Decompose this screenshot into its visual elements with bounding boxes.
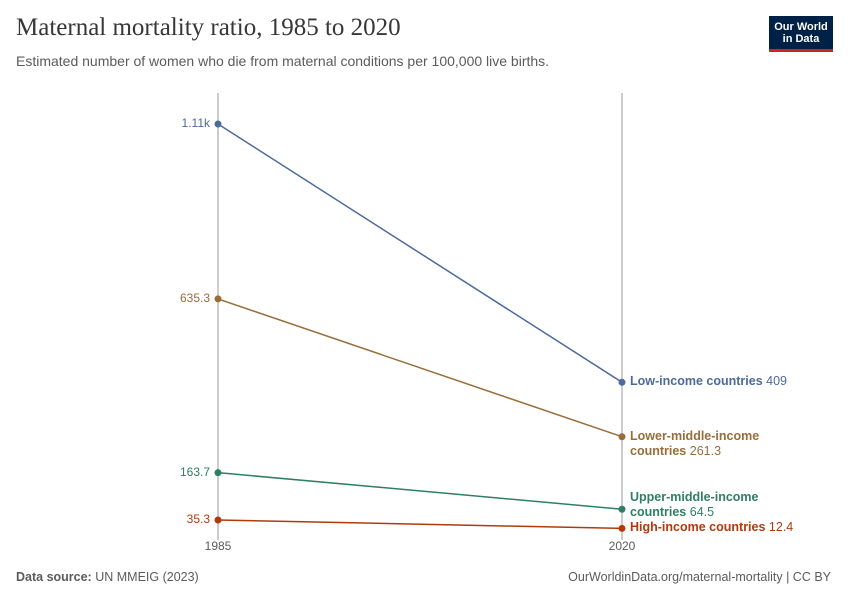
- end-value-label: 261.3: [689, 443, 722, 458]
- data-point: [618, 505, 626, 513]
- logo-text[interactable]: in Data: [782, 33, 820, 45]
- source: Data source: UN MMEIG (2023): [16, 570, 199, 584]
- series-label: Lower-middle-income countries 261.3: [630, 429, 800, 459]
- data-point: [618, 524, 626, 532]
- start-value-label: 1.11k: [182, 116, 211, 130]
- series-name: High-income countries: [630, 520, 766, 535]
- series-line: [217, 471, 623, 510]
- series-line: [217, 298, 623, 438]
- data-point: [618, 378, 626, 386]
- source-label: Data source:: [16, 570, 92, 584]
- series-name: Low-income countries: [630, 374, 763, 389]
- series-label: High-income countries 12.4: [630, 520, 800, 535]
- series-line: [217, 123, 623, 383]
- start-value-label: 163.7: [180, 465, 210, 479]
- logo-text[interactable]: Our World: [774, 21, 828, 33]
- data-point: [214, 516, 222, 524]
- series-label: Low-income countries 409: [630, 374, 800, 389]
- series-name: Lower-middle-income countries: [630, 428, 760, 458]
- logo[interactable]: Our World in Data: [769, 16, 833, 52]
- series-name: Upper-middle-income countries: [630, 490, 759, 520]
- x-tick-label: 2020: [609, 539, 636, 553]
- x-tick-label: 1985: [205, 539, 232, 553]
- end-value-label: 12.4: [768, 520, 794, 535]
- end-value-label: 64.5: [689, 505, 715, 520]
- data-point: [214, 120, 222, 128]
- source-url[interactable]: OurWorldinData.org/maternal-mortality | …: [568, 570, 831, 584]
- chart-title: Maternal mortality ratio, 1985 to 2020: [16, 14, 401, 41]
- data-point: [214, 295, 222, 303]
- start-value-label: 635.3: [180, 291, 210, 305]
- chart-subtitle: Estimated number of women who die from m…: [16, 53, 550, 69]
- series-label: Upper-middle-income countries 64.5: [630, 490, 800, 520]
- start-value-label: 35.3: [187, 512, 211, 526]
- data-point: [214, 469, 222, 477]
- data-point: [618, 433, 626, 441]
- source-text: UN MMEIG (2023): [95, 570, 199, 584]
- series-line: [217, 519, 623, 530]
- end-value-label: 409: [766, 374, 787, 389]
